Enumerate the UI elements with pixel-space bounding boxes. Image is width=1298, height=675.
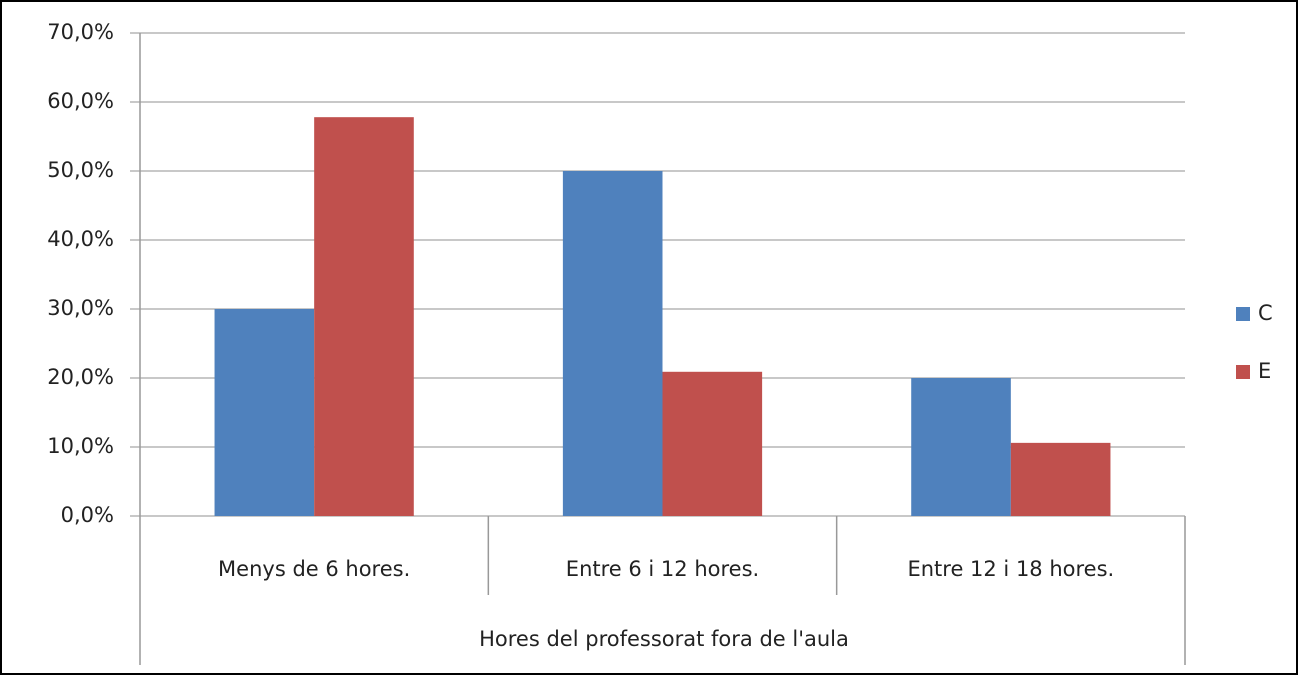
bar <box>562 171 663 516</box>
legend-label: E <box>1258 359 1271 383</box>
bar <box>662 371 763 516</box>
y-tick-label: 60,0% <box>47 89 114 113</box>
y-tick-label: 30,0% <box>47 296 114 320</box>
legend-swatch <box>1236 307 1250 321</box>
bar <box>1010 442 1111 516</box>
x-tick-label: Menys de 6 hores. <box>218 557 410 581</box>
bar <box>214 309 315 516</box>
y-tick-label: 0,0% <box>61 503 114 527</box>
bar <box>314 117 414 517</box>
y-tick-label: 50,0% <box>47 158 114 182</box>
y-tick-label: 20,0% <box>47 365 114 389</box>
bar <box>911 378 1011 516</box>
legend-swatch <box>1236 365 1250 379</box>
y-tick-label: 40,0% <box>47 227 114 251</box>
x-tick-label: Entre 12 i 18 hores. <box>907 557 1114 581</box>
y-tick-label: 10,0% <box>47 434 114 458</box>
legend-label: C <box>1258 301 1273 325</box>
x-tick-label: Entre 6 i 12 hores. <box>566 557 759 581</box>
x-axis-title: Hores del professorat fora de l'aula <box>479 627 849 651</box>
y-tick-label: 70,0% <box>47 20 114 44</box>
